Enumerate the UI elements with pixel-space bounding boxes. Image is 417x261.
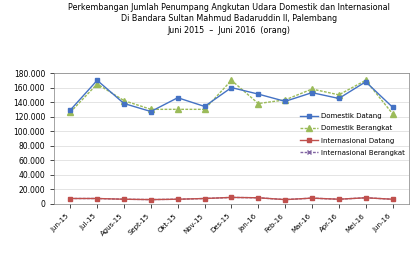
Line: Internasional Berangkat: Internasional Berangkat — [68, 195, 395, 202]
Internasional Berangkat — [337, 198, 342, 201]
Internasional Datang — [95, 197, 100, 200]
Internasional Datang — [309, 197, 314, 200]
Domestik Berangkat — [337, 93, 342, 96]
Text: Perkembangan Jumlah Penumpang Angkutan Udara Domestik dan Internasional
Di Banda: Perkembangan Jumlah Penumpang Angkutan U… — [68, 3, 390, 35]
Domestik Datang — [256, 93, 261, 96]
Domestik Berangkat — [229, 79, 234, 82]
Internasional Datang — [337, 198, 342, 201]
Internasional Datang — [363, 196, 368, 199]
Domestik Berangkat — [175, 108, 180, 111]
Internasional Datang — [175, 198, 180, 201]
Domestik Berangkat — [283, 98, 288, 102]
Internasional Datang — [148, 198, 153, 201]
Internasional Berangkat — [283, 198, 288, 201]
Domestik Berangkat — [309, 87, 314, 91]
Domestik Datang — [202, 105, 207, 108]
Internasional Berangkat — [175, 198, 180, 201]
Domestik Datang — [309, 91, 314, 94]
Internasional Datang — [202, 197, 207, 200]
Domestik Datang — [337, 97, 342, 100]
Internasional Berangkat — [202, 197, 207, 200]
Internasional Berangkat — [309, 197, 314, 200]
Domestik Datang — [390, 106, 395, 109]
Domestik Berangkat — [256, 102, 261, 105]
Internasional Berangkat — [95, 197, 100, 200]
Internasional Datang — [283, 198, 288, 201]
Domestik Datang — [68, 109, 73, 112]
Domestik Berangkat — [363, 79, 368, 82]
Domestik Datang — [95, 79, 100, 82]
Internasional Berangkat — [229, 196, 234, 199]
Internasional Berangkat — [121, 198, 126, 201]
Domestik Datang — [148, 110, 153, 113]
Internasional Berangkat — [68, 197, 73, 200]
Domestik Datang — [175, 96, 180, 99]
Domestik Berangkat — [68, 111, 73, 114]
Line: Internasional Datang: Internasional Datang — [68, 195, 395, 202]
Internasional Datang — [68, 197, 73, 200]
Domestik Datang — [121, 102, 126, 105]
Internasional Berangkat — [148, 198, 153, 201]
Domestik Berangkat — [148, 108, 153, 111]
Domestik Datang — [229, 86, 234, 89]
Domestik Berangkat — [95, 82, 100, 86]
Line: Domestik Berangkat: Domestik Berangkat — [68, 78, 395, 116]
Internasional Datang — [390, 198, 395, 201]
Internasional Datang — [256, 196, 261, 199]
Legend: Domestik Datang, Domestik Berangkat, Internasional Datang, Internasional Berangk: Domestik Datang, Domestik Berangkat, Int… — [301, 113, 405, 156]
Internasional Berangkat — [256, 196, 261, 199]
Domestik Berangkat — [202, 108, 207, 111]
Domestik Datang — [283, 100, 288, 103]
Internasional Berangkat — [363, 196, 368, 199]
Domestik Berangkat — [390, 112, 395, 115]
Internasional Datang — [121, 198, 126, 201]
Internasional Berangkat — [390, 198, 395, 201]
Line: Domestik Datang: Domestik Datang — [68, 78, 395, 114]
Domestik Datang — [363, 80, 368, 83]
Internasional Datang — [229, 196, 234, 199]
Domestik Berangkat — [121, 99, 126, 102]
